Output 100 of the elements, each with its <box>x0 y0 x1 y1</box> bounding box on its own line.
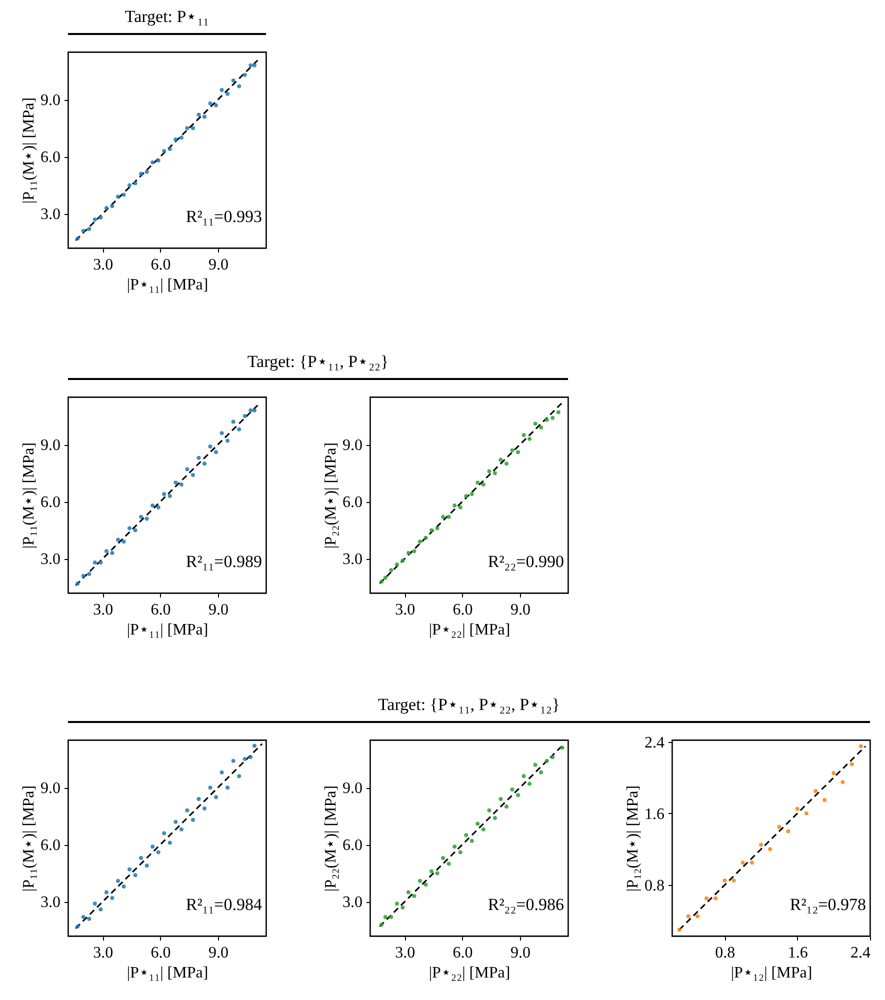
y-tick-label: 1.6 <box>644 806 664 823</box>
point <box>550 755 555 760</box>
point <box>110 896 114 900</box>
y-tick-label: 3.0 <box>40 894 60 912</box>
point <box>458 850 462 854</box>
point <box>544 418 549 422</box>
point <box>458 505 462 510</box>
x-axis-title: |P⋆₁₂| [MPa] <box>730 964 812 982</box>
point <box>424 882 428 887</box>
point <box>528 436 532 441</box>
point <box>92 902 97 906</box>
x-tick-label: 6.0 <box>150 602 171 618</box>
point <box>179 482 184 487</box>
y-tick-label: 6.0 <box>342 837 362 854</box>
point <box>544 758 549 763</box>
point <box>174 138 178 142</box>
annotation: R²₁₁=0.984 <box>186 895 262 914</box>
point <box>394 902 399 906</box>
point <box>539 770 544 774</box>
y-tick-label: 3.0 <box>40 551 60 568</box>
point <box>98 907 103 912</box>
point <box>481 827 486 832</box>
point <box>92 217 97 222</box>
point <box>122 192 126 197</box>
chart-title: Target: P⋆₁₁ <box>68 6 266 35</box>
annotation: R²₁₂=0.978 <box>790 895 866 914</box>
point <box>504 462 508 466</box>
x-tick-label: 3.0 <box>93 256 114 274</box>
y-axis-title: |P₂₂(M⋆)| [MPa] <box>322 442 340 549</box>
y-tick-label: 9.0 <box>342 437 362 454</box>
x-axis-title: |P⋆₁₁| [MPa] <box>126 276 208 294</box>
point <box>556 410 560 414</box>
point <box>214 795 218 800</box>
annotation: R²₂₂=0.990 <box>488 552 564 571</box>
point <box>383 914 388 919</box>
point <box>104 549 108 554</box>
point <box>128 526 132 530</box>
point <box>133 528 138 532</box>
point <box>156 505 160 510</box>
point <box>174 820 178 824</box>
point <box>87 226 92 231</box>
point <box>231 758 236 763</box>
point <box>252 63 256 68</box>
point <box>76 924 80 928</box>
point <box>208 444 212 448</box>
point <box>220 431 224 436</box>
point <box>76 581 80 586</box>
point <box>179 136 184 140</box>
point <box>231 78 236 83</box>
x-tick-label: 9.0 <box>208 602 228 618</box>
point <box>406 551 410 556</box>
annotation: R²₁₁=0.989 <box>186 552 262 571</box>
point <box>202 114 206 119</box>
point <box>179 827 184 832</box>
point <box>144 516 149 521</box>
x-tick-label: 9.0 <box>510 944 530 962</box>
point <box>522 433 526 438</box>
point <box>214 450 218 454</box>
point <box>522 774 526 778</box>
y-tick-label: 3.0 <box>342 551 362 568</box>
point <box>81 914 86 919</box>
x-axis-title: |P⋆₁₁| [MPa] <box>126 622 208 638</box>
point <box>190 473 195 478</box>
point <box>550 416 555 420</box>
point <box>214 103 218 108</box>
y-tick-label: 2.4 <box>644 734 664 752</box>
point <box>104 890 108 894</box>
point <box>435 526 440 530</box>
point <box>504 804 508 809</box>
y-tick-label: 0.8 <box>644 877 664 894</box>
point <box>470 838 474 843</box>
point <box>528 782 532 786</box>
point <box>92 560 97 565</box>
point <box>150 160 155 164</box>
point <box>168 147 172 152</box>
point <box>446 514 451 519</box>
point <box>476 822 480 826</box>
x-tick-label: 6.0 <box>150 944 171 962</box>
point <box>116 878 120 883</box>
point <box>242 72 247 77</box>
point <box>139 172 144 176</box>
point <box>418 878 422 883</box>
point <box>492 471 497 476</box>
point <box>185 467 190 472</box>
x-axis-title: |P⋆₂₂| [MPa] <box>428 964 510 982</box>
point <box>168 840 172 845</box>
y-axis-title: |P₁₁(M⋆)| [MPa] <box>20 97 38 204</box>
point <box>248 408 253 412</box>
point <box>498 796 503 801</box>
point <box>81 574 86 578</box>
x-tick-label: 9.0 <box>208 256 228 274</box>
x-tick-label: 3.0 <box>93 944 114 962</box>
x-tick-label: 1.6 <box>788 944 808 962</box>
y-tick-label: 9.0 <box>40 780 60 798</box>
x-tick-label: 2.4 <box>850 944 870 962</box>
point <box>389 568 394 572</box>
annotation: R²₂₂=0.986 <box>488 895 564 914</box>
point <box>430 528 434 532</box>
point <box>481 482 486 487</box>
point <box>380 580 384 584</box>
